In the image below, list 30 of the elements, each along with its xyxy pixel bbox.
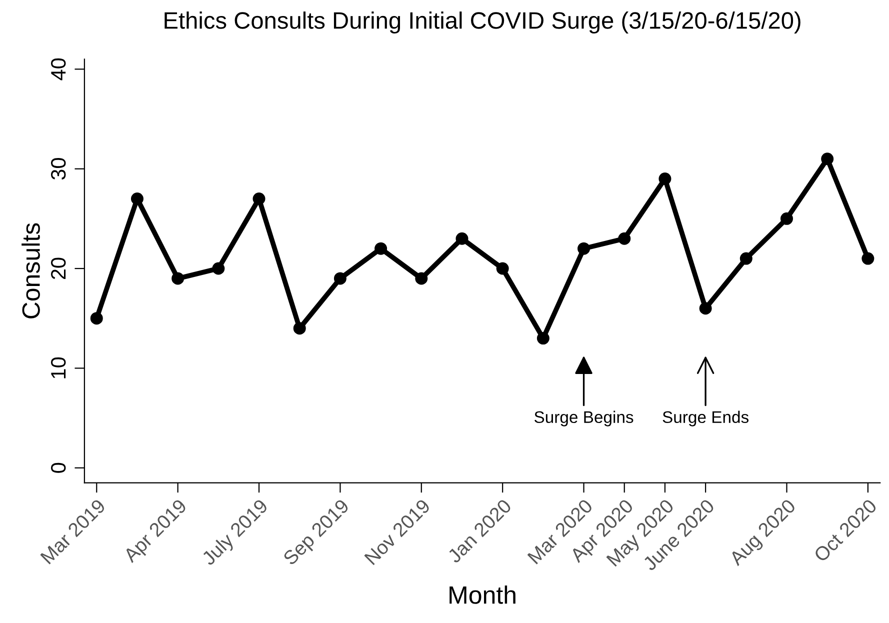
point [212,262,225,275]
point [293,322,306,335]
point [536,332,550,345]
point [699,302,712,315]
point [780,212,793,225]
y-tick-label: 10 [51,357,66,378]
annotation: Surge Begins [534,410,634,426]
point [658,172,672,186]
y-tick-label: 0 [51,462,66,473]
y-tick-label: 40 [51,58,66,80]
point [496,262,509,275]
y-tick-label: 30 [51,158,66,180]
point [415,272,428,285]
point [862,252,874,265]
point [456,232,468,245]
y-tick-label: 20 [51,258,66,280]
point [618,232,631,245]
annotation: Surge Ends [662,410,748,426]
point [90,312,103,325]
point [821,152,834,166]
point [578,242,590,255]
point [172,272,184,285]
point [252,192,266,205]
y-axis-title: Consults [22,223,40,318]
point [740,252,752,265]
x-axis-title: Month [450,586,516,604]
point [374,242,388,255]
point [334,272,346,285]
chart-title: Ethics Consults During Initial COVID Surge (3/15/20-6/15/20) [164,12,800,34]
point [130,192,144,205]
